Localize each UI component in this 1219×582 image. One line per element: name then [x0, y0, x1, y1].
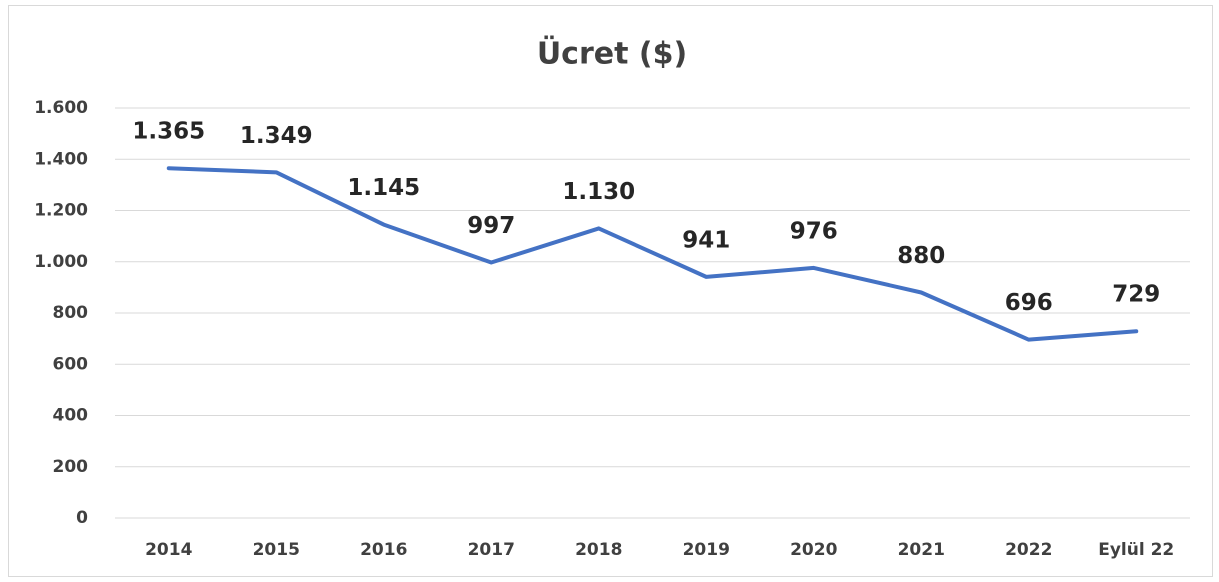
y-tick-label: 1.200: [34, 201, 88, 221]
data-label: 1.130: [562, 179, 635, 205]
y-tick-label: 800: [53, 303, 89, 323]
chart-border: [8, 5, 1213, 577]
x-tick-label: 2015: [253, 540, 300, 560]
x-tick-label: 2019: [683, 540, 730, 560]
data-label: 1.349: [240, 123, 313, 149]
x-tick-label: 2021: [898, 540, 945, 560]
line: [166, 166, 1139, 342]
y-tick-label: 400: [53, 406, 89, 426]
chart-title: Ücret ($): [537, 35, 687, 72]
y-tick-label: 1.600: [34, 98, 88, 118]
data-label: 696: [1005, 290, 1053, 316]
data-label: 1.365: [132, 119, 205, 145]
y-tick-label: 1.400: [34, 149, 88, 169]
data-label: 997: [467, 213, 515, 239]
data-label: 941: [682, 227, 730, 253]
data-label: 1.145: [347, 175, 420, 201]
x-tick-label: 2016: [360, 540, 407, 560]
x-tick-label: 2020: [790, 540, 837, 560]
data-label: 880: [897, 243, 945, 269]
data-label: 729: [1112, 282, 1160, 308]
x-tick-label: 2017: [468, 540, 515, 560]
y-tick-label: 0: [76, 508, 88, 528]
y-tick-label: 600: [53, 354, 89, 374]
x-tick-label: 2014: [145, 540, 192, 560]
x-tick-label: Eylül 22: [1098, 540, 1174, 560]
data-label: 976: [790, 218, 838, 244]
x-tick-label: 2022: [1005, 540, 1052, 560]
y-tick-label: 1.000: [34, 252, 88, 272]
x-tick-label: 2018: [575, 540, 622, 560]
y-tick-label: 200: [53, 457, 89, 477]
